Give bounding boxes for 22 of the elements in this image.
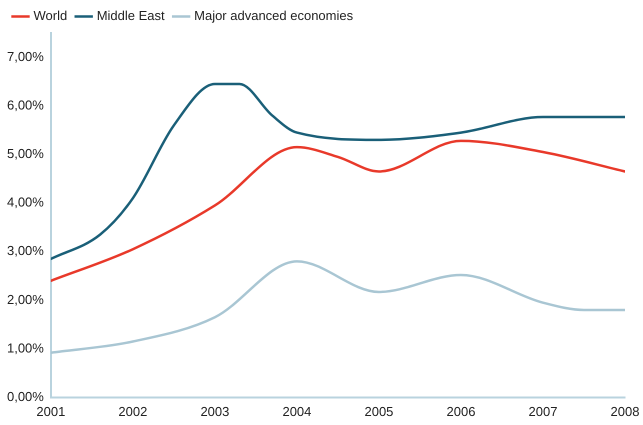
line-series bbox=[50, 140, 625, 282]
y-tick-label: 2,00% bbox=[6, 292, 44, 307]
y-tick-label: 3,00% bbox=[6, 243, 44, 258]
x-tick-label: 2005 bbox=[364, 404, 394, 419]
x-tick-label: 2004 bbox=[282, 404, 312, 419]
y-tick-label: 7,00% bbox=[6, 48, 44, 64]
line-series bbox=[50, 82, 625, 260]
legend-label: World bbox=[34, 8, 68, 24]
x-tick-label: 2003 bbox=[200, 404, 230, 419]
y-tick-label: 5,00% bbox=[6, 146, 44, 162]
legend-label: Major advanced economies bbox=[194, 8, 354, 24]
x-tick-label: 2006 bbox=[446, 404, 476, 419]
y-tick-label: 0,00% bbox=[6, 388, 44, 404]
y-tick-label: 6,00% bbox=[6, 97, 44, 112]
y-tick-label: 4,00% bbox=[6, 194, 44, 210]
x-tick-label: 2001 bbox=[36, 404, 66, 419]
line-series bbox=[50, 260, 625, 354]
x-tick-label: 2008 bbox=[610, 404, 640, 419]
legend-label: Middle East bbox=[96, 8, 166, 24]
y-tick-label: 1,00% bbox=[6, 340, 44, 356]
x-tick-label: 2002 bbox=[118, 404, 148, 419]
x-tick-label: 2007 bbox=[528, 404, 558, 419]
